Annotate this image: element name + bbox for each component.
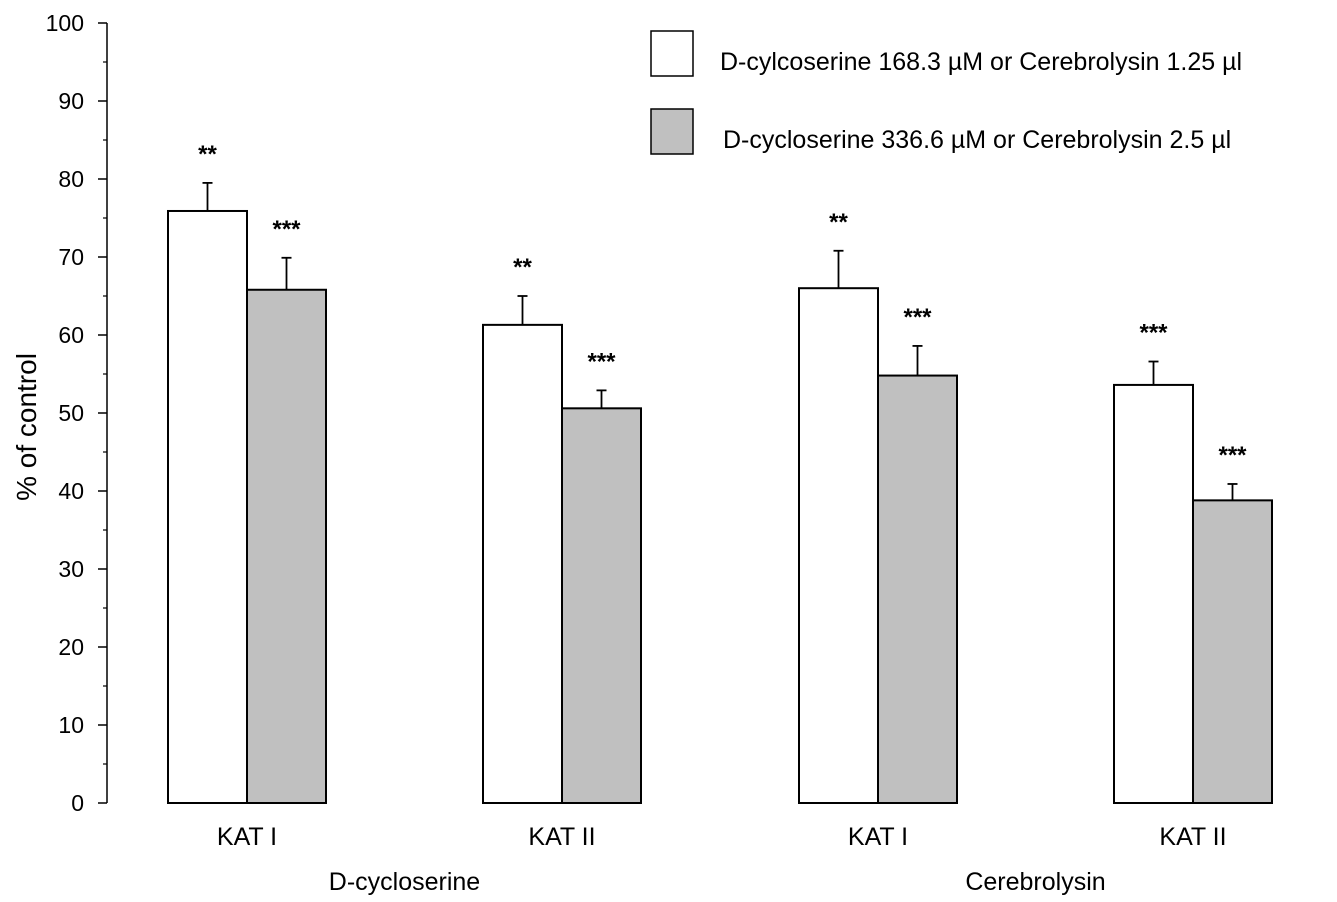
y-tick-label: 40 bbox=[58, 478, 84, 504]
y-tick-label: 20 bbox=[58, 634, 84, 660]
significance-label: ** bbox=[829, 209, 848, 236]
category-label: KAT I bbox=[848, 823, 908, 851]
y-tick-label: 90 bbox=[58, 88, 84, 114]
category-label: KAT II bbox=[528, 823, 595, 851]
y-tick-label: 70 bbox=[58, 244, 84, 270]
group-label: Cerebrolysin bbox=[965, 868, 1105, 896]
bar bbox=[482, 323, 563, 804]
category-label: KAT II bbox=[1159, 823, 1226, 851]
y-tick-label: 0 bbox=[71, 790, 84, 816]
bar bbox=[246, 288, 327, 804]
group-label: D-cycloserine bbox=[329, 868, 480, 896]
significance-label: *** bbox=[1139, 320, 1168, 347]
y-axis-label: % of control bbox=[11, 353, 42, 501]
significance-label: *** bbox=[272, 216, 301, 243]
bar bbox=[877, 374, 958, 804]
axes: 0 10 20 30 40 50 60 70 80 90 100 bbox=[46, 10, 108, 816]
significance-label: *** bbox=[1218, 442, 1247, 469]
legend-label: D-cycloserine 336.6 µM or Cerebrolysin 2… bbox=[723, 126, 1231, 154]
significance-label: ** bbox=[198, 141, 217, 168]
y-tick-label: 80 bbox=[58, 166, 84, 192]
y-tick-label: 30 bbox=[58, 556, 84, 582]
y-tick-label: 50 bbox=[58, 400, 84, 426]
y-tick-label: 10 bbox=[58, 712, 84, 738]
labels: *****KAT I*****KAT II*****KAT I******KAT… bbox=[198, 141, 1247, 896]
legend-label: D-cylcoserine 168.3 µM or Cerebrolysin 1… bbox=[720, 48, 1242, 76]
bar bbox=[798, 287, 879, 804]
legend: D-cylcoserine 168.3 µM or Cerebrolysin 1… bbox=[650, 30, 1242, 155]
bars bbox=[167, 181, 1273, 805]
significance-label: ** bbox=[513, 254, 532, 281]
y-tick-label: 60 bbox=[58, 322, 84, 348]
bar bbox=[1192, 499, 1273, 804]
significance-label: *** bbox=[903, 304, 932, 331]
legend-swatch bbox=[650, 108, 694, 155]
legend-swatch bbox=[650, 30, 694, 77]
bar bbox=[1113, 383, 1194, 804]
y-tick-label: 100 bbox=[46, 10, 84, 36]
bar bbox=[561, 407, 642, 804]
significance-label: *** bbox=[587, 348, 616, 375]
category-label: KAT I bbox=[217, 823, 277, 851]
bar bbox=[167, 209, 248, 805]
